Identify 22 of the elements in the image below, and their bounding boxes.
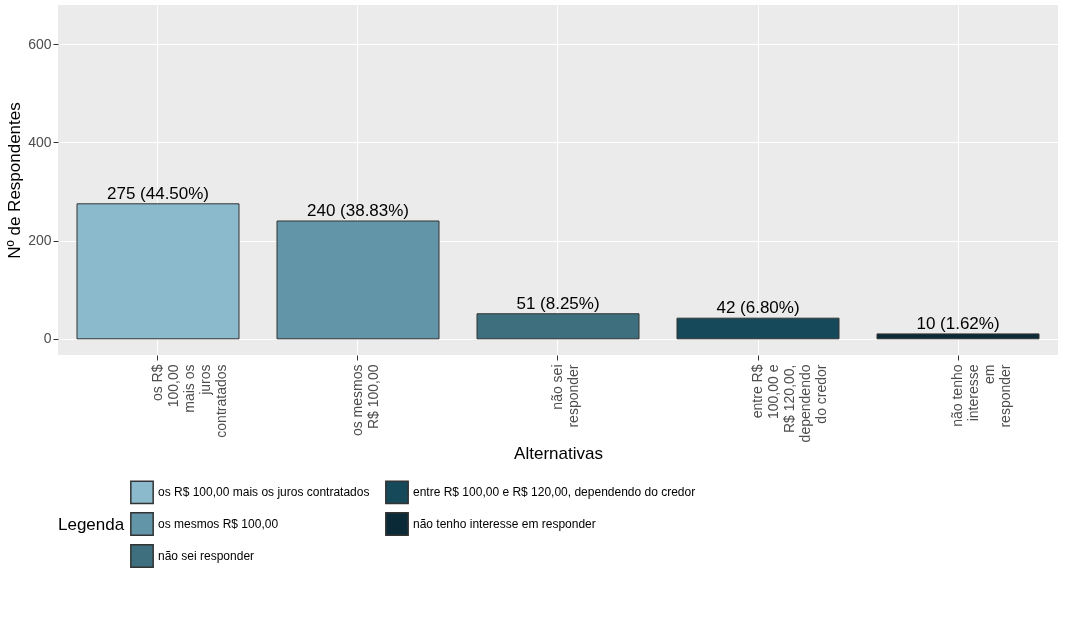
text: 42 (6.80%) bbox=[716, 298, 800, 318]
text: 10 (1.62%) bbox=[916, 313, 1000, 333]
legend-label: os R$ 100,00 mais os juros contratados bbox=[158, 485, 370, 500]
x-tick-label: entre R$ 100,00 e R$ 120,00, dependendo do credor bbox=[749, 364, 829, 443]
x-axis-title: Alternativas bbox=[514, 444, 603, 464]
text: 240 (38.83%) bbox=[306, 200, 410, 220]
legend-label: os mesmos R$ 100,00 bbox=[158, 517, 279, 531]
legend-title: Legenda bbox=[58, 515, 125, 534]
legend-label: não sei responder bbox=[158, 549, 255, 563]
x-tick-label: os mesmos R$ 100,00 bbox=[349, 364, 381, 437]
y-tick-label: 200 bbox=[28, 232, 52, 249]
y-tick-label: 0 bbox=[43, 330, 52, 347]
text: 51 (8.25%) bbox=[516, 293, 600, 313]
x-tick-label: os R$ 100,00 mais os juros contratados bbox=[149, 364, 229, 438]
x-tick-label: não tenho interesse em responder bbox=[949, 364, 1013, 428]
text: 275 (44.50%) bbox=[106, 183, 210, 203]
legend-label: entre R$ 100,00 e R$ 120,00, dependendo do credor bbox=[413, 485, 696, 500]
y-axis-title: Nº de Respondentes bbox=[5, 102, 25, 259]
y-tick-label: 600 bbox=[28, 35, 52, 52]
legend-label: não tenho interesse em responder bbox=[413, 517, 596, 531]
y-tick-label: 400 bbox=[28, 133, 52, 150]
x-tick-label: não sei responder bbox=[549, 364, 581, 428]
